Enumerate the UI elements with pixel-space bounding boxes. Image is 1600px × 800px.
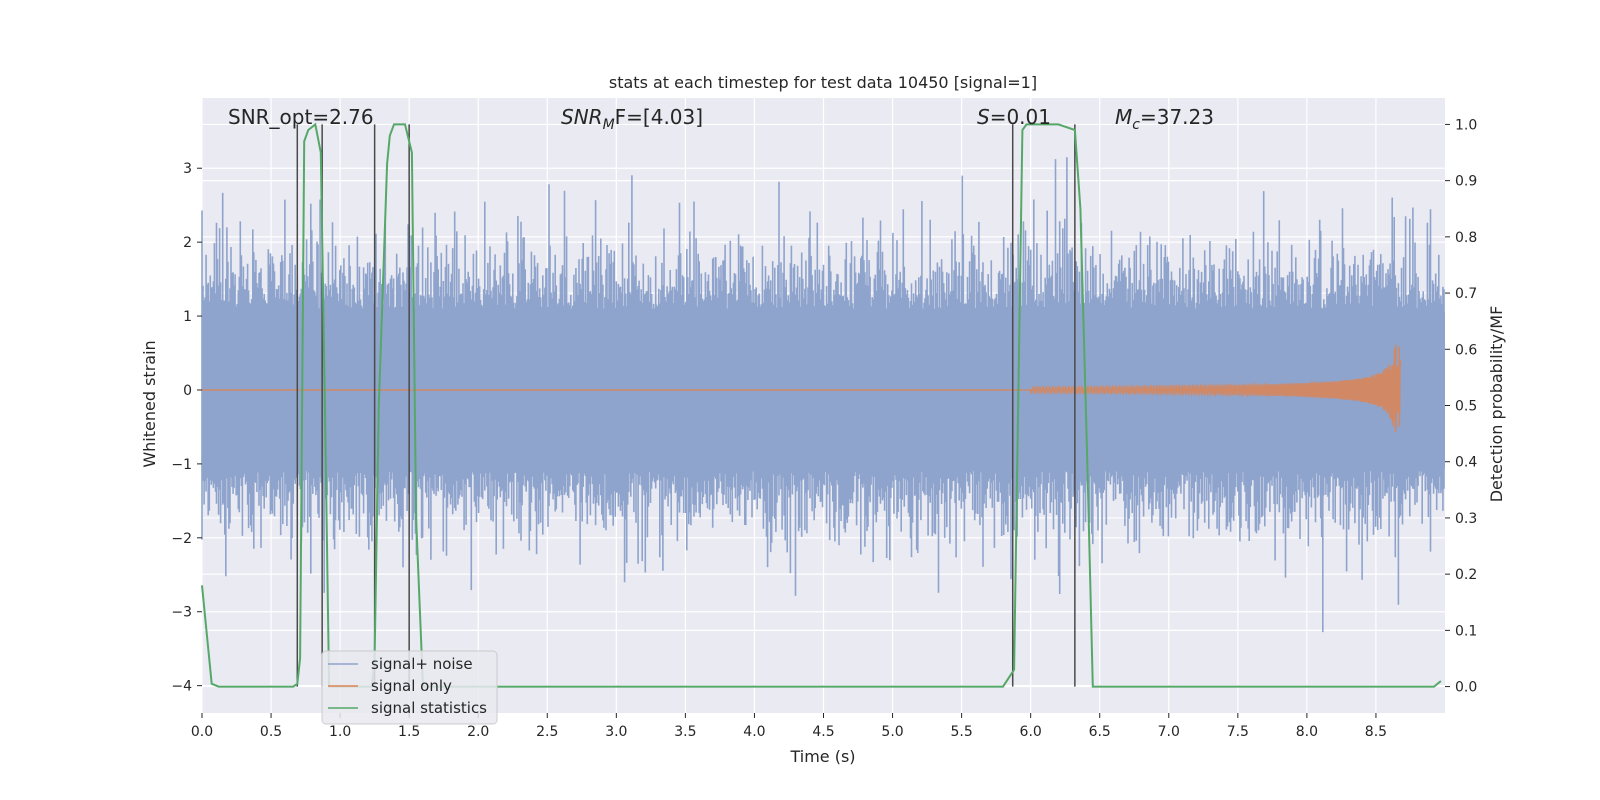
y-axis-label-left: Whitened strain bbox=[140, 340, 159, 467]
x-tick-label: 1.0 bbox=[329, 724, 351, 740]
legend-label-stats: signal statistics bbox=[371, 699, 487, 717]
annotation-mc-rest: =37.23 bbox=[1140, 105, 1214, 129]
annotation-mc-main: M bbox=[1115, 105, 1132, 129]
x-tick-label: 7.0 bbox=[1158, 724, 1180, 740]
legend-box bbox=[321, 650, 498, 725]
y-right-tick-label: 0.9 bbox=[1455, 174, 1477, 190]
annotation-snr-mf-main: SNR bbox=[561, 105, 603, 129]
x-tick-label: 8.5 bbox=[1365, 724, 1387, 740]
annotation-s: S=0.01 bbox=[977, 105, 1051, 129]
x-tick-label: 4.5 bbox=[812, 724, 834, 740]
signal-statistics-line bbox=[201, 122, 1442, 688]
x-tick-label: 3.0 bbox=[605, 724, 627, 740]
x-tick-label: 2.0 bbox=[467, 724, 489, 740]
y-right-tick-label: 0.3 bbox=[1455, 511, 1477, 527]
y-left-tick-label: 1 bbox=[183, 309, 192, 325]
x-tick-label: 0.5 bbox=[260, 724, 282, 740]
y-right-tick-label: 0.2 bbox=[1455, 567, 1477, 583]
y-left-tick-label: 0 bbox=[183, 383, 192, 399]
y-left-tick-label: 2 bbox=[183, 235, 192, 251]
y-axis-label-right: Detection probability/MF bbox=[1487, 306, 1506, 503]
x-tick-label: 5.5 bbox=[950, 724, 972, 740]
annotation-snr-mf: SNRMF=[4.03] bbox=[561, 105, 703, 133]
series-signal-statistics bbox=[201, 122, 1442, 688]
legend-label-signal: signal only bbox=[371, 677, 452, 695]
chart-title: stats at each timestep for test data 104… bbox=[609, 73, 1037, 92]
annotation-snr-mf-sub: M bbox=[603, 117, 615, 133]
y-right-tick-label: 0.7 bbox=[1455, 286, 1477, 302]
x-tick-label: 3.5 bbox=[674, 724, 696, 740]
y-left-tick-label: −1 bbox=[171, 457, 192, 473]
annotation-mc-sub: c bbox=[1132, 117, 1140, 133]
y-right-tick-label: 0.6 bbox=[1455, 342, 1477, 358]
y-left-tick-label: −3 bbox=[171, 605, 192, 621]
x-tick-label: 2.5 bbox=[536, 724, 558, 740]
annotation-s-main: S bbox=[977, 105, 990, 129]
x-tick-label: 7.5 bbox=[1227, 724, 1249, 740]
annotation-snr-mf-rest: F=[4.03] bbox=[615, 105, 703, 129]
axes: 0.0 0.5 1.0 1.5 2.0 2.5 3.0 3.5 4.0 4.5 5.0 5.5 6.0 6… bbox=[171, 117, 1477, 740]
annotation-snr-opt: SNR_opt=2.76 bbox=[228, 105, 374, 129]
y-left-tick-label: −4 bbox=[171, 679, 192, 695]
x-tick-label: 5.0 bbox=[881, 724, 903, 740]
series-signal-only bbox=[202, 344, 1402, 433]
signal-only-trace bbox=[202, 344, 1402, 433]
y-right-tick-label: 0.8 bbox=[1455, 230, 1477, 246]
annotation-s-rest: =0.01 bbox=[990, 105, 1051, 129]
x-tick-label: 1.5 bbox=[398, 724, 420, 740]
y-right-tick-label: 0.0 bbox=[1455, 680, 1477, 696]
y-left-tick-label: −2 bbox=[171, 531, 192, 547]
x-tick-label: 6.5 bbox=[1089, 724, 1111, 740]
legend-label-noise: signal+ noise bbox=[371, 655, 473, 673]
x-tick-label: 8.0 bbox=[1296, 724, 1318, 740]
annotation-mc: Mc=37.23 bbox=[1115, 105, 1214, 133]
x-tick-label: 4.0 bbox=[743, 724, 765, 740]
x-tick-label: 0.0 bbox=[191, 724, 213, 740]
y-left-tick-label: 3 bbox=[183, 161, 192, 177]
x-tick-label: 6.0 bbox=[1020, 724, 1042, 740]
y-right-tick-label: 1.0 bbox=[1455, 117, 1477, 133]
y-right-tick-label: 0.4 bbox=[1455, 455, 1477, 471]
y-right-tick-label: 0.5 bbox=[1455, 399, 1477, 415]
legend: signal+ noise signal only signal statist… bbox=[321, 650, 498, 725]
y-right-tick-label: 0.1 bbox=[1455, 623, 1477, 639]
x-axis-label: Time (s) bbox=[789, 747, 855, 766]
